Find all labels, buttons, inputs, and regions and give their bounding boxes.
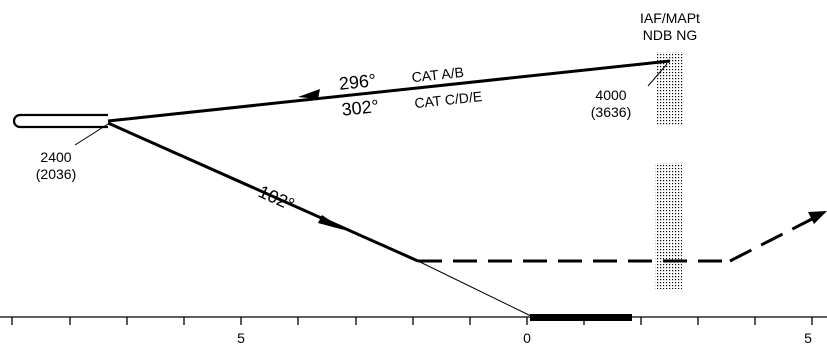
missed-approach-climb	[729, 217, 813, 263]
inbound-course: 102°	[255, 181, 297, 214]
fix-name-line1: IAF/MAPt	[640, 10, 700, 26]
outbound-course-labels: 296° CAT A/B 302° CAT C/D/E	[338, 64, 483, 120]
outbound-arrowhead	[298, 89, 320, 99]
procedure-turn	[12, 113, 108, 129]
inbound-arrowhead	[318, 215, 344, 230]
distance-scale-ticks	[11, 317, 813, 325]
fix-altitude: 4000	[595, 87, 626, 103]
turn-leader	[74, 123, 109, 146]
fix-altitude-height: (3636)	[591, 104, 631, 120]
cat-ab-label: CAT A/B	[411, 64, 465, 85]
inbound-track	[107, 121, 419, 263]
scale-label-left-5: 5	[237, 330, 245, 346]
scale-label-0: 0	[523, 330, 531, 346]
descent-line	[417, 260, 534, 318]
turn-altitude: 2400	[40, 149, 71, 165]
fix-leader	[647, 63, 668, 87]
fix-zone-upper	[657, 52, 683, 125]
turn-altitude-height: (2036)	[36, 166, 76, 182]
cat-cde-label: CAT C/D/E	[414, 88, 483, 111]
missed-approach-arrowhead	[808, 211, 827, 224]
fix-zone-lower	[655, 163, 682, 289]
scale-label-right-5: 5	[804, 330, 812, 346]
course-cat-ab: 296°	[338, 70, 377, 94]
course-cat-cde: 302°	[341, 96, 380, 120]
outbound-track	[107, 59, 671, 123]
fix-name-line2: NDB NG	[643, 27, 697, 43]
